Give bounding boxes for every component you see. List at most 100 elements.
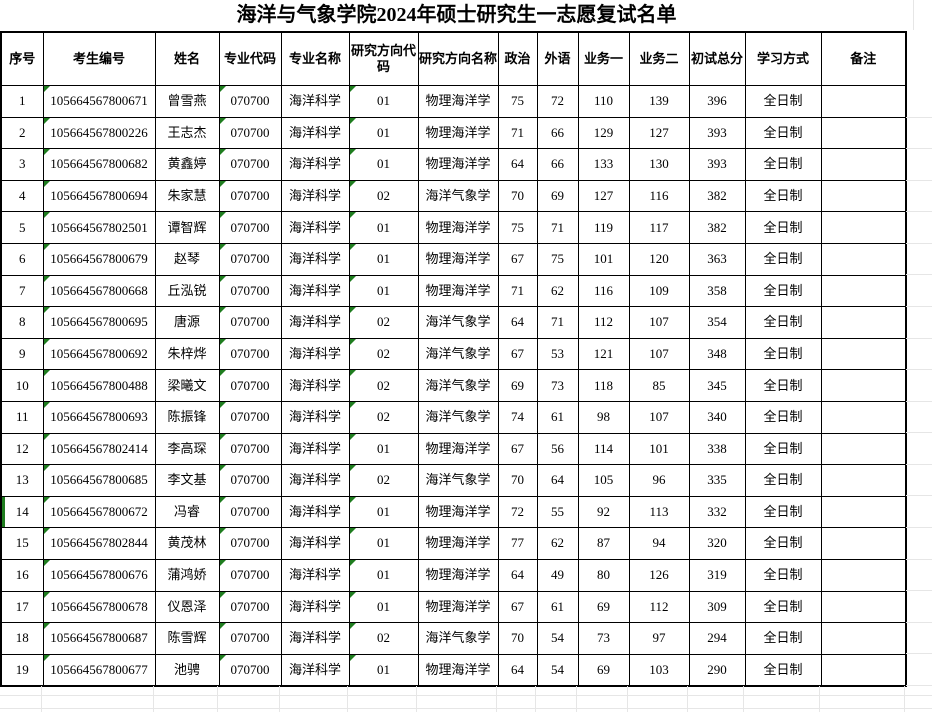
cell-major_name[interactable]: 海洋科学 — [280, 148, 350, 181]
cell-politics[interactable]: 70 — [497, 464, 538, 497]
cell-study_mode[interactable]: 全日制 — [744, 432, 822, 466]
cell-study_mode[interactable]: 全日制 — [744, 558, 822, 592]
column-header-total[interactable]: 初试总分 — [688, 31, 746, 86]
cell-course2[interactable]: 85 — [628, 369, 690, 402]
cell-politics[interactable]: 64 — [497, 558, 538, 592]
cell-foreign_lang[interactable]: 71 — [536, 211, 579, 244]
cell-total[interactable]: 382 — [688, 211, 746, 244]
cell-direction_code[interactable]: 01 — [348, 495, 419, 529]
cell-politics[interactable]: 69 — [497, 369, 538, 402]
cell-candidate_id[interactable]: 105664567800226 — [42, 116, 156, 150]
cell-major_code[interactable]: 070700 — [218, 400, 282, 434]
cell-direction_name[interactable]: 海洋气象学 — [417, 369, 499, 402]
cell-study_mode[interactable]: 全日制 — [744, 400, 822, 434]
cell-course1[interactable]: 119 — [577, 211, 630, 244]
cell-note[interactable] — [820, 400, 907, 434]
cell-politics[interactable]: 70 — [497, 179, 538, 213]
cell-direction_name[interactable]: 海洋气象学 — [417, 306, 499, 339]
cell-study_mode[interactable]: 全日制 — [744, 369, 822, 402]
cell-course1[interactable]: 118 — [577, 369, 630, 402]
cell-study_mode[interactable]: 全日制 — [744, 495, 822, 529]
cell-course1[interactable]: 110 — [577, 85, 630, 118]
cell-foreign_lang[interactable]: 71 — [536, 306, 579, 339]
cell-politics[interactable]: 74 — [497, 400, 538, 434]
cell-major_code[interactable]: 070700 — [218, 527, 282, 560]
cell-politics[interactable]: 71 — [497, 116, 538, 150]
cell-course1[interactable]: 80 — [577, 558, 630, 592]
cell-direction_name[interactable]: 物理海洋学 — [417, 211, 499, 244]
cell-note[interactable] — [820, 306, 907, 339]
cell-direction_name[interactable]: 海洋气象学 — [417, 400, 499, 434]
cell-direction_code[interactable]: 01 — [348, 242, 419, 276]
cell-total[interactable]: 290 — [688, 653, 746, 687]
cell-note[interactable] — [820, 527, 907, 560]
cell-no[interactable]: 13 — [0, 464, 44, 497]
cell-note[interactable] — [820, 179, 907, 213]
cell-course1[interactable]: 112 — [577, 306, 630, 339]
cell-course2[interactable]: 113 — [628, 495, 690, 529]
cell-total[interactable]: 332 — [688, 495, 746, 529]
cell-study_mode[interactable]: 全日制 — [744, 622, 822, 655]
cell-direction_code[interactable]: 01 — [348, 432, 419, 466]
cell-politics[interactable]: 64 — [497, 306, 538, 339]
column-header-no[interactable]: 序号 — [0, 31, 44, 86]
cell-no[interactable]: 8 — [0, 306, 44, 339]
cell-major_name[interactable]: 海洋科学 — [280, 85, 350, 118]
cell-note[interactable] — [820, 653, 907, 687]
cell-candidate_id[interactable]: 105664567800668 — [42, 274, 156, 308]
cell-candidate_id[interactable]: 105664567800694 — [42, 179, 156, 213]
cell-candidate_id[interactable]: 105664567800693 — [42, 400, 156, 434]
cell-direction_code[interactable]: 02 — [348, 306, 419, 339]
cell-name[interactable]: 陈振锋 — [154, 400, 220, 434]
cell-name[interactable]: 仪恩泽 — [154, 590, 220, 624]
cell-politics[interactable]: 67 — [497, 590, 538, 624]
cell-major_code[interactable]: 070700 — [218, 369, 282, 402]
cell-no[interactable]: 19 — [0, 653, 44, 687]
cell-direction_code[interactable]: 02 — [348, 179, 419, 213]
cell-name[interactable]: 池骋 — [154, 653, 220, 687]
cell-major_name[interactable]: 海洋科学 — [280, 179, 350, 213]
cell-study_mode[interactable]: 全日制 — [744, 306, 822, 339]
cell-total[interactable]: 319 — [688, 558, 746, 592]
cell-course1[interactable]: 101 — [577, 242, 630, 276]
cell-total[interactable]: 363 — [688, 242, 746, 276]
cell-candidate_id[interactable]: 105664567800682 — [42, 148, 156, 181]
cell-foreign_lang[interactable]: 69 — [536, 179, 579, 213]
cell-candidate_id[interactable]: 105664567800678 — [42, 590, 156, 624]
cell-total[interactable]: 382 — [688, 179, 746, 213]
cell-major_name[interactable]: 海洋科学 — [280, 369, 350, 402]
cell-candidate_id[interactable]: 105664567800685 — [42, 464, 156, 497]
cell-course1[interactable]: 121 — [577, 337, 630, 371]
cell-foreign_lang[interactable]: 61 — [536, 590, 579, 624]
cell-foreign_lang[interactable]: 54 — [536, 622, 579, 655]
cell-major_name[interactable]: 海洋科学 — [280, 527, 350, 560]
cell-no[interactable]: 9 — [0, 337, 44, 371]
cell-politics[interactable]: 77 — [497, 527, 538, 560]
cell-foreign_lang[interactable]: 66 — [536, 148, 579, 181]
cell-politics[interactable]: 64 — [497, 148, 538, 181]
cell-no[interactable]: 4 — [0, 179, 44, 213]
cell-course1[interactable]: 129 — [577, 116, 630, 150]
cell-foreign_lang[interactable]: 73 — [536, 369, 579, 402]
cell-direction_code[interactable]: 02 — [348, 464, 419, 497]
cell-course2[interactable]: 107 — [628, 306, 690, 339]
cell-candidate_id[interactable]: 105664567802501 — [42, 211, 156, 244]
cell-no[interactable]: 18 — [0, 622, 44, 655]
cell-no[interactable]: 17 — [0, 590, 44, 624]
cell-direction_code[interactable]: 02 — [348, 400, 419, 434]
cell-course1[interactable]: 92 — [577, 495, 630, 529]
cell-major_code[interactable]: 070700 — [218, 590, 282, 624]
cell-foreign_lang[interactable]: 64 — [536, 464, 579, 497]
cell-direction_code[interactable]: 01 — [348, 590, 419, 624]
cell-major_name[interactable]: 海洋科学 — [280, 653, 350, 687]
column-header-note[interactable]: 备注 — [820, 31, 907, 86]
cell-major_name[interactable]: 海洋科学 — [280, 242, 350, 276]
cell-course2[interactable]: 130 — [628, 148, 690, 181]
cell-major_name[interactable]: 海洋科学 — [280, 211, 350, 244]
cell-note[interactable] — [820, 622, 907, 655]
cell-candidate_id[interactable]: 105664567800672 — [42, 495, 156, 529]
cell-foreign_lang[interactable]: 49 — [536, 558, 579, 592]
cell-candidate_id[interactable]: 105664567800695 — [42, 306, 156, 339]
cell-course2[interactable]: 112 — [628, 590, 690, 624]
cell-major_code[interactable]: 070700 — [218, 85, 282, 118]
